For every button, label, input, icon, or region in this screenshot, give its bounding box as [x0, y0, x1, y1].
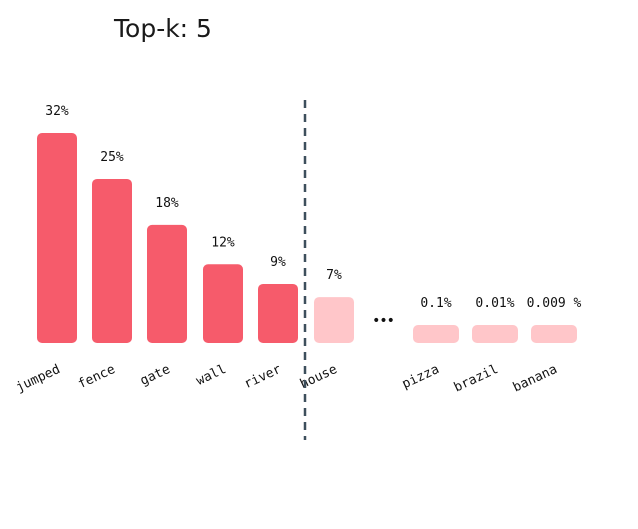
category-label-brazil: brazil [452, 362, 501, 395]
value-label-wall: 12% [211, 235, 235, 250]
bar-banana [531, 325, 577, 343]
bars-group [37, 133, 577, 343]
bar-brazil [472, 325, 518, 343]
category-label-fence: fence [76, 362, 118, 392]
bar-house [314, 297, 354, 343]
category-label-jumped: jumped [14, 362, 63, 395]
bar-gate [147, 224, 187, 343]
category-label-wall: wall [194, 362, 229, 389]
bar-wall [203, 264, 243, 343]
bar-river [258, 283, 298, 343]
value-label-gate: 18% [155, 196, 179, 211]
value-label-pizza: 0.1% [420, 296, 451, 311]
bar-jumped [37, 133, 77, 343]
value-label-banana: 0.009 % [527, 296, 582, 311]
ellipsis-indicator: ••• [372, 313, 394, 329]
bar-fence [92, 178, 132, 343]
value-label-jumped: 32% [45, 104, 69, 119]
value-label-river: 9% [270, 255, 286, 270]
category-label-pizza: pizza [400, 362, 442, 392]
value-label-fence: 25% [100, 150, 124, 165]
value-label-house: 7% [326, 268, 342, 283]
chart-title: Top-k: 5 [114, 14, 212, 43]
value-label-brazil: 0.01% [475, 296, 514, 311]
category-label-gate: gate [138, 362, 173, 389]
category-label-banana: banana [511, 362, 560, 395]
category-label-river: river [242, 362, 284, 392]
bar-pizza [413, 325, 459, 343]
